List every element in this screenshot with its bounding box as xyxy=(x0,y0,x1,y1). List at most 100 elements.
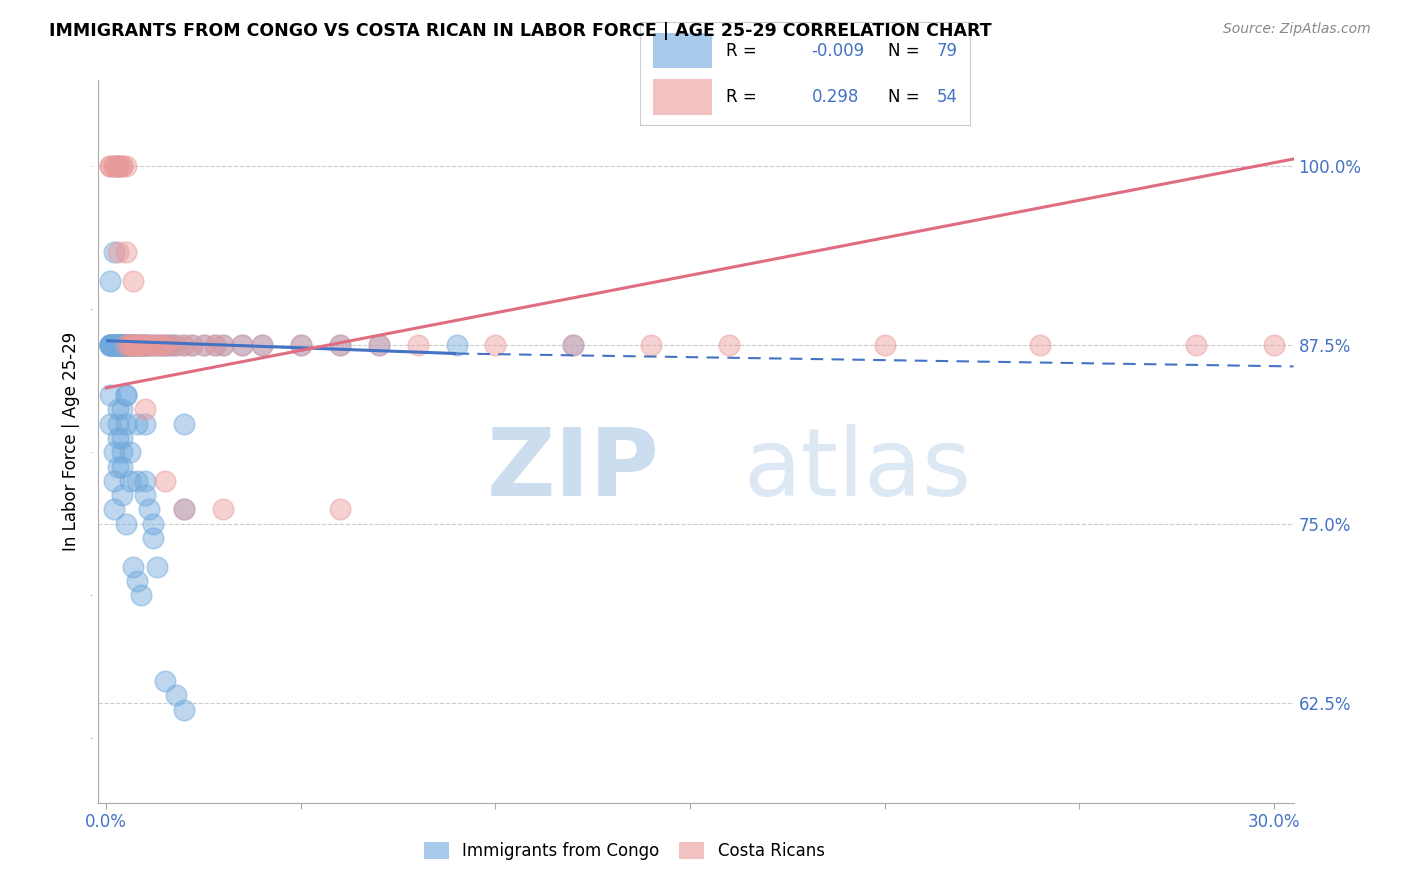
Point xyxy=(114,338,136,352)
Point xyxy=(231,338,253,352)
Point xyxy=(103,159,125,173)
Point xyxy=(329,502,352,516)
Text: N =: N = xyxy=(887,88,920,106)
Point xyxy=(142,338,165,352)
Point xyxy=(367,338,389,352)
Point xyxy=(142,531,165,545)
Point xyxy=(98,338,121,352)
Point xyxy=(111,338,134,352)
Point xyxy=(122,274,145,288)
Point xyxy=(446,338,468,352)
Point xyxy=(103,338,125,352)
Point xyxy=(118,338,141,352)
Point xyxy=(122,338,145,352)
Point xyxy=(98,338,121,352)
Point xyxy=(173,417,195,431)
Point xyxy=(114,338,136,352)
Point xyxy=(146,338,169,352)
Point xyxy=(98,159,121,173)
Point xyxy=(165,338,187,352)
Point xyxy=(118,338,141,352)
Point xyxy=(107,417,129,431)
Point xyxy=(111,338,134,352)
Point xyxy=(149,338,172,352)
Point xyxy=(165,338,187,352)
Point xyxy=(127,338,149,352)
Point xyxy=(138,338,160,352)
Point xyxy=(718,338,741,352)
Point xyxy=(406,338,429,352)
Point xyxy=(114,159,136,173)
Text: -0.009: -0.009 xyxy=(811,42,865,60)
Point xyxy=(111,445,134,459)
Point xyxy=(290,338,312,352)
Text: R =: R = xyxy=(725,88,756,106)
Point xyxy=(111,338,134,352)
Point xyxy=(149,338,172,352)
Bar xyxy=(652,78,713,114)
Point xyxy=(122,338,145,352)
Point xyxy=(173,703,195,717)
Y-axis label: In Labor Force | Age 25-29: In Labor Force | Age 25-29 xyxy=(62,332,80,551)
Point xyxy=(153,338,176,352)
Point xyxy=(98,388,121,402)
Point xyxy=(146,559,169,574)
Point xyxy=(134,402,156,417)
Point xyxy=(98,159,121,173)
Point xyxy=(134,474,156,488)
Point xyxy=(114,417,136,431)
Text: atlas: atlas xyxy=(744,425,972,516)
Point xyxy=(129,338,152,352)
Point xyxy=(103,338,125,352)
Point xyxy=(118,474,141,488)
Point xyxy=(142,338,165,352)
Point xyxy=(103,338,125,352)
Point xyxy=(290,338,312,352)
Point xyxy=(114,338,136,352)
Point xyxy=(107,244,129,259)
Point xyxy=(212,502,235,516)
Point xyxy=(367,338,389,352)
Point xyxy=(165,689,187,703)
Point xyxy=(118,338,141,352)
Point xyxy=(138,502,160,516)
Point xyxy=(103,338,125,352)
Point xyxy=(180,338,202,352)
Point xyxy=(873,338,896,352)
Point xyxy=(329,338,352,352)
Point xyxy=(114,338,136,352)
Point xyxy=(127,338,149,352)
Text: IMMIGRANTS FROM CONGO VS COSTA RICAN IN LABOR FORCE | AGE 25-29 CORRELATION CHAR: IMMIGRANTS FROM CONGO VS COSTA RICAN IN … xyxy=(49,22,991,40)
Point xyxy=(173,338,195,352)
Point xyxy=(107,459,129,474)
Point xyxy=(153,338,176,352)
Point xyxy=(98,338,121,352)
Point xyxy=(250,338,273,352)
Text: N =: N = xyxy=(887,42,920,60)
Point xyxy=(98,274,121,288)
Point xyxy=(103,244,125,259)
Point xyxy=(98,338,121,352)
Point xyxy=(173,502,195,516)
Point xyxy=(1263,338,1285,352)
Point xyxy=(134,338,156,352)
Point xyxy=(134,338,156,352)
Point xyxy=(250,338,273,352)
Point xyxy=(111,338,134,352)
Point xyxy=(98,417,121,431)
Point xyxy=(114,244,136,259)
Point xyxy=(103,338,125,352)
Point xyxy=(111,338,134,352)
Point xyxy=(103,338,125,352)
Point xyxy=(111,338,134,352)
Point xyxy=(107,159,129,173)
Point xyxy=(204,338,226,352)
Point xyxy=(212,338,235,352)
Point xyxy=(484,338,506,352)
Text: 79: 79 xyxy=(936,42,957,60)
Point xyxy=(118,338,141,352)
Point xyxy=(107,159,129,173)
Point xyxy=(107,159,129,173)
Point xyxy=(114,388,136,402)
Text: R =: R = xyxy=(725,42,756,60)
